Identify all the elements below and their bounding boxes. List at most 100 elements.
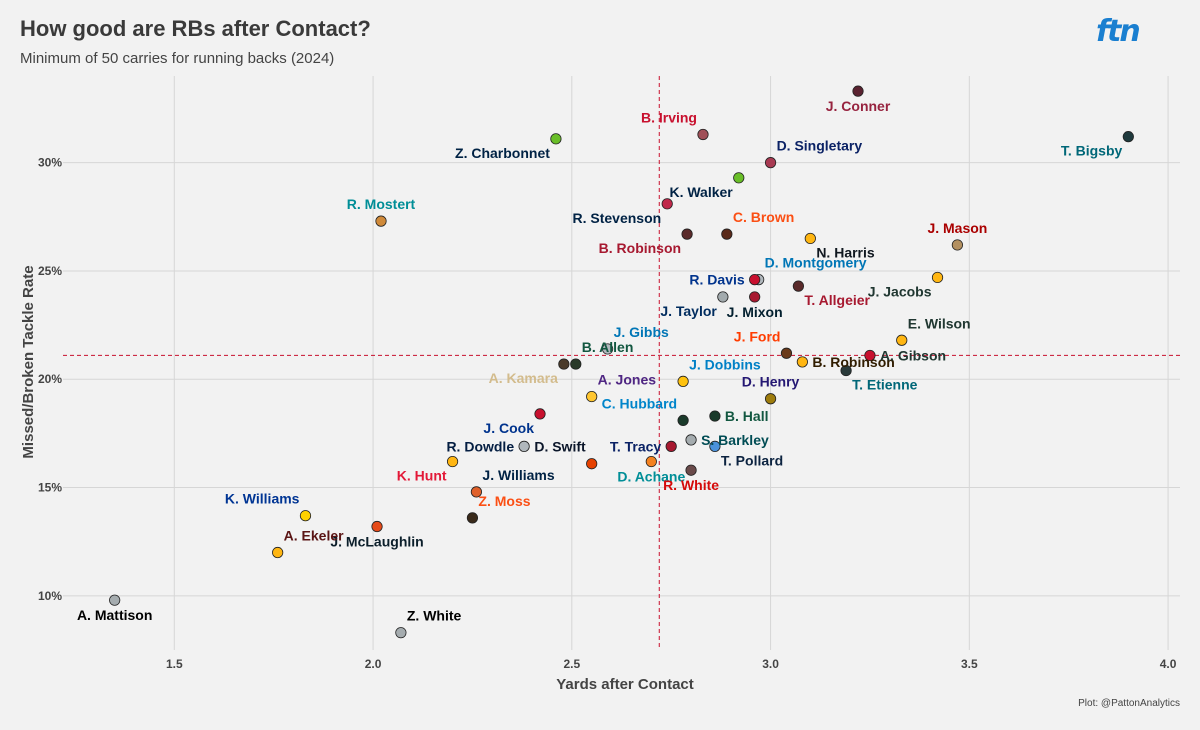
data-label: B. Irving [641, 109, 697, 125]
data-label: S. Barkley [701, 432, 769, 448]
y-tick-label: 30% [38, 156, 62, 170]
data-label: A. Jones [598, 372, 657, 388]
data-label: B. Hall [725, 408, 769, 424]
data-label: J. Cook [483, 420, 534, 436]
data-point [371, 520, 383, 533]
x-tick-label: 2.5 [563, 657, 580, 671]
data-labels: J. Conner T. Bigsby Z. Charbonnet B. Irving… [77, 98, 1123, 624]
data-label: D. Henry [742, 374, 800, 390]
data-point [470, 486, 483, 498]
data-point [896, 334, 908, 346]
data-point [272, 546, 284, 559]
data-point [586, 458, 598, 470]
data-label: D. Montgomery [765, 255, 867, 271]
data-point [466, 512, 479, 524]
data-point [375, 215, 387, 227]
data-label: B. Allen [582, 339, 634, 355]
y-tick-label: 20% [38, 372, 62, 386]
data-label: D. Singletary [777, 138, 863, 154]
y-tick-label: 15% [38, 481, 62, 495]
data-label: A. Mattison [77, 607, 152, 623]
data-label: J. Taylor [660, 303, 717, 319]
data-label: R. Stevenson [573, 210, 662, 226]
data-point [601, 343, 614, 355]
data-point [518, 440, 530, 452]
data-label: T. Bigsby [1061, 143, 1123, 159]
y-tick-label: 25% [38, 264, 62, 278]
data-label: R. Mostert [347, 196, 416, 212]
data-point [681, 228, 693, 240]
data-label: Z. Charbonnet [455, 145, 550, 161]
data-label: J. Mixon [727, 304, 783, 320]
data-point [550, 133, 562, 145]
x-tick-label: 3.5 [961, 657, 978, 671]
data-point [661, 198, 673, 210]
chart-subtitle: Minimum of 50 carries for running backs … [20, 50, 335, 67]
x-axis-label: Yards after Contact [556, 676, 694, 693]
data-label: K. Hunt [397, 468, 447, 484]
data-point [586, 390, 598, 403]
data-label: J. McLaughlin [330, 534, 423, 550]
data-label: B. Robinson [599, 240, 681, 256]
data-point [733, 172, 745, 184]
data-point [395, 627, 407, 639]
data-label: N. Harris [816, 244, 875, 260]
data-label: R. Dowdle [446, 438, 514, 454]
data-label: J. Gibbs [614, 324, 669, 340]
data-label: J. Ford [734, 328, 781, 344]
data-label: B. Robinson [812, 354, 894, 370]
data-label: A. Gibson [880, 347, 946, 363]
data-point [749, 291, 761, 303]
data-label: R. White [663, 477, 719, 493]
data-point [446, 455, 459, 468]
data-point [109, 594, 121, 606]
data-label: C. Brown [733, 209, 794, 225]
x-tick-label: 2.0 [365, 657, 382, 671]
data-point [796, 356, 808, 368]
data-label: D. Swift [534, 439, 586, 455]
data-point [717, 291, 729, 303]
reference-lines [63, 76, 1180, 650]
chart-title: How good are RBs after Contact? [20, 16, 371, 41]
data-point [804, 232, 816, 245]
data-label: A. Kamara [489, 370, 558, 386]
data-label: C. Hubbard [602, 395, 677, 411]
data-point [792, 280, 804, 292]
data-label: J. Mason [927, 220, 987, 236]
axis-ticks: 1.5 2.0 2.5 3.0 3.5 4.0 10% 15% 20% 25% 30% [38, 156, 1177, 671]
data-label: E. Wilson [908, 315, 971, 331]
y-tick-label: 10% [38, 589, 62, 603]
data-label: K. Walker [669, 184, 733, 200]
data-point [534, 408, 546, 420]
data-point [951, 239, 963, 251]
data-point [764, 393, 777, 405]
data-point [840, 364, 852, 377]
data-label: Z. White [407, 608, 462, 624]
data-label: R. Davis [689, 272, 744, 288]
data-label: J. Jacobs [868, 283, 932, 299]
x-tick-label: 4.0 [1160, 657, 1177, 671]
data-label: J. Conner [826, 98, 891, 114]
data-point [852, 85, 864, 97]
data-point [709, 440, 721, 452]
data-label: T. Pollard [721, 452, 783, 468]
data-label: J. Williams [482, 467, 554, 483]
grid-lines [63, 76, 1180, 650]
data-label: K. Williams [225, 491, 300, 507]
data-label: J. Dobbins [689, 356, 761, 372]
data-point [677, 375, 689, 388]
data-point [685, 464, 697, 476]
data-point [685, 434, 697, 446]
data-point [721, 228, 733, 240]
data-point [864, 349, 876, 362]
data-point [931, 271, 944, 284]
data-label: A. Ekeler [284, 528, 344, 544]
data-label: T. Etienne [852, 377, 918, 393]
plot-credit: Plot: @PattonAnalytics [1078, 698, 1180, 709]
data-label: D. Achane [617, 469, 685, 485]
data-label: Z. Moss [478, 493, 530, 509]
data-point [1122, 131, 1134, 143]
data-point [780, 347, 793, 359]
data-label: T. Allgeier [804, 292, 870, 308]
